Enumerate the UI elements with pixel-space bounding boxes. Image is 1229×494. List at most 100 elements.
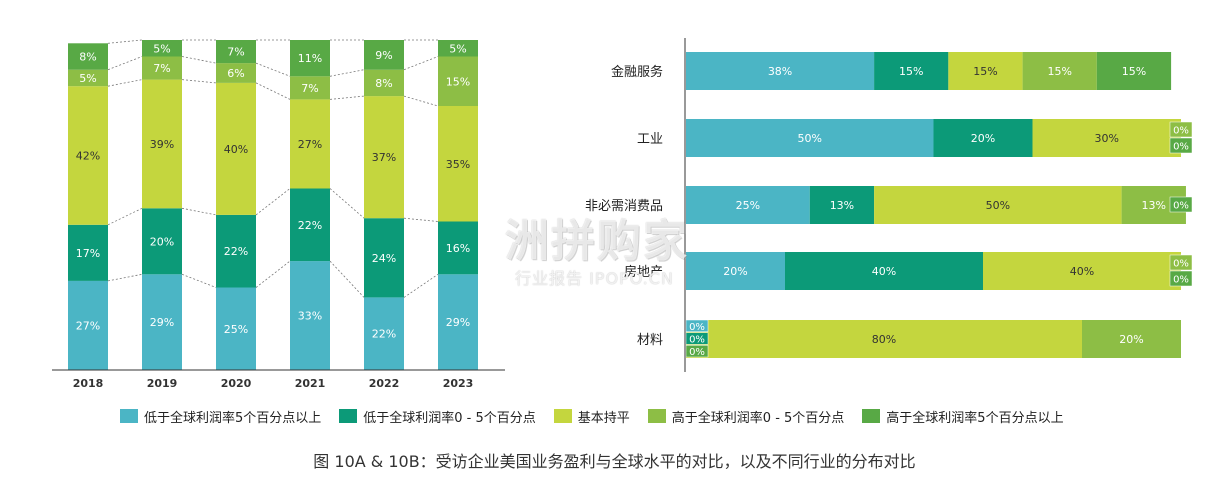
bar-data-label: 0%	[689, 347, 705, 358]
legend-label: 高于全球利润率0 - 5个百分点	[671, 410, 845, 426]
x-tick-label: 2021	[295, 377, 326, 390]
bar-segment	[438, 221, 478, 275]
bar-data-label: 35%	[446, 158, 470, 171]
connector-line	[255, 82, 291, 100]
bar-data-label: 9%	[375, 49, 392, 62]
connector-line	[107, 207, 143, 226]
bar-data-label: 15%	[973, 65, 997, 78]
legend-swatch	[339, 409, 358, 423]
bar-data-label: 7%	[301, 82, 318, 95]
bar-data-label: 15%	[899, 65, 923, 78]
connector-line	[329, 95, 365, 100]
bar-data-label: 0%	[1173, 275, 1189, 286]
bar-data-label: 16%	[446, 242, 470, 255]
bar-segment	[983, 252, 1181, 290]
bar-data-label: 17%	[76, 247, 100, 260]
bar-segment	[142, 40, 182, 57]
bar-data-label: 5%	[153, 42, 170, 55]
legend-label: 基本持平	[577, 410, 630, 426]
bar-segment	[68, 224, 108, 281]
x-tick-label: 2018	[73, 377, 104, 390]
chart-canvas: 27% 17% 42% 5% 8% 2018 29% 20% 39% 7% 5% 2019 25% 22%…	[52, 38, 1193, 390]
connector-line	[107, 79, 143, 87]
bar-segment	[216, 63, 256, 83]
bar-data-label: 39%	[150, 138, 174, 151]
bar-data-label: 80%	[872, 333, 896, 346]
bar-data-label: 0%	[689, 335, 705, 346]
x-tick-label: 2019	[147, 377, 178, 390]
bar-data-label: 33%	[298, 310, 322, 323]
connector-line	[329, 260, 365, 298]
bar-segment	[686, 320, 1082, 358]
bar-data-label: 7%	[153, 62, 170, 75]
connector-line	[255, 260, 291, 288]
bar-segment	[142, 79, 182, 209]
x-tick-label: 2022	[369, 377, 400, 390]
connector-line	[181, 273, 217, 288]
connector-line	[403, 56, 439, 71]
connector-line	[403, 95, 439, 107]
bar-segment	[290, 261, 330, 370]
bar-segment	[933, 119, 1033, 157]
legend-swatch	[553, 409, 572, 423]
category-label: 工业	[637, 132, 663, 147]
bar-data-label: 29%	[150, 316, 174, 329]
bar-data-label: 15%	[1047, 65, 1071, 78]
bar-data-label: 13%	[830, 199, 854, 212]
connector-line	[255, 62, 291, 77]
bar-segment	[686, 52, 875, 90]
bar-segment	[216, 40, 256, 64]
bar-data-label: 15%	[446, 75, 470, 88]
bar-data-label: 15%	[1122, 65, 1146, 78]
bar-segment	[68, 43, 108, 70]
bar-segment	[874, 186, 1122, 224]
legend-swatch	[862, 409, 881, 423]
bar-data-label: 6%	[227, 67, 244, 80]
connector-line	[403, 217, 439, 222]
bar-segment-zero	[1169, 196, 1193, 213]
connector-line	[329, 188, 365, 219]
bar-segment	[364, 297, 404, 370]
connector-line	[107, 56, 143, 71]
legend-label: 低于全球利润率0 - 5个百分点	[363, 410, 536, 426]
bar-segment	[68, 280, 108, 370]
x-tick-label: 2020	[221, 377, 252, 390]
bar-segment	[290, 40, 330, 77]
bar-data-label: 40%	[1070, 265, 1094, 278]
legend-item: 高于全球利润率5个百分点以上	[862, 407, 1064, 426]
bar-segment	[142, 208, 182, 275]
legend-label: 低于全球利润率5个百分点以上	[144, 410, 322, 426]
bar-segment	[686, 119, 934, 157]
bar-data-label: 22%	[298, 219, 322, 232]
bar-data-label: 27%	[298, 138, 322, 151]
connector-line	[181, 79, 217, 84]
bar-segment	[438, 40, 478, 57]
legend-item: 低于全球利润率0 - 5个百分点	[339, 407, 536, 426]
bar-data-label: 22%	[372, 328, 396, 341]
connector-line	[255, 188, 291, 216]
bar-segment	[948, 52, 1023, 90]
bar-segment	[809, 186, 875, 224]
bar-data-label: 20%	[1119, 333, 1143, 346]
bar-segment	[438, 106, 478, 222]
legend-swatch	[647, 409, 666, 423]
bar-segment	[785, 252, 983, 290]
bar-data-label: 11%	[298, 52, 322, 65]
bar-segment-zero	[1169, 254, 1193, 271]
bar-data-label: 7%	[227, 46, 244, 59]
bar-segment-zero	[685, 345, 709, 358]
bar-segment	[68, 69, 108, 87]
bar-data-label: 40%	[872, 265, 896, 278]
bar-segment-zero	[1169, 270, 1193, 287]
bar-data-label: 30%	[1095, 132, 1119, 145]
bar-segment	[364, 40, 404, 70]
bar-segment-zero	[1169, 137, 1193, 154]
connector-line	[107, 273, 143, 282]
bar-data-label: 29%	[446, 316, 470, 329]
bar-data-label: 0%	[1173, 259, 1189, 270]
bar-data-label: 0%	[1173, 201, 1189, 212]
bar-data-label: 0%	[1173, 126, 1189, 137]
figure-caption: 图 10A & 10B：受访企业美国业务盈利与全球水平的对比，以及不同行业的分布…	[313, 452, 916, 471]
bar-segment	[68, 86, 108, 225]
bar-segment	[1082, 320, 1181, 358]
